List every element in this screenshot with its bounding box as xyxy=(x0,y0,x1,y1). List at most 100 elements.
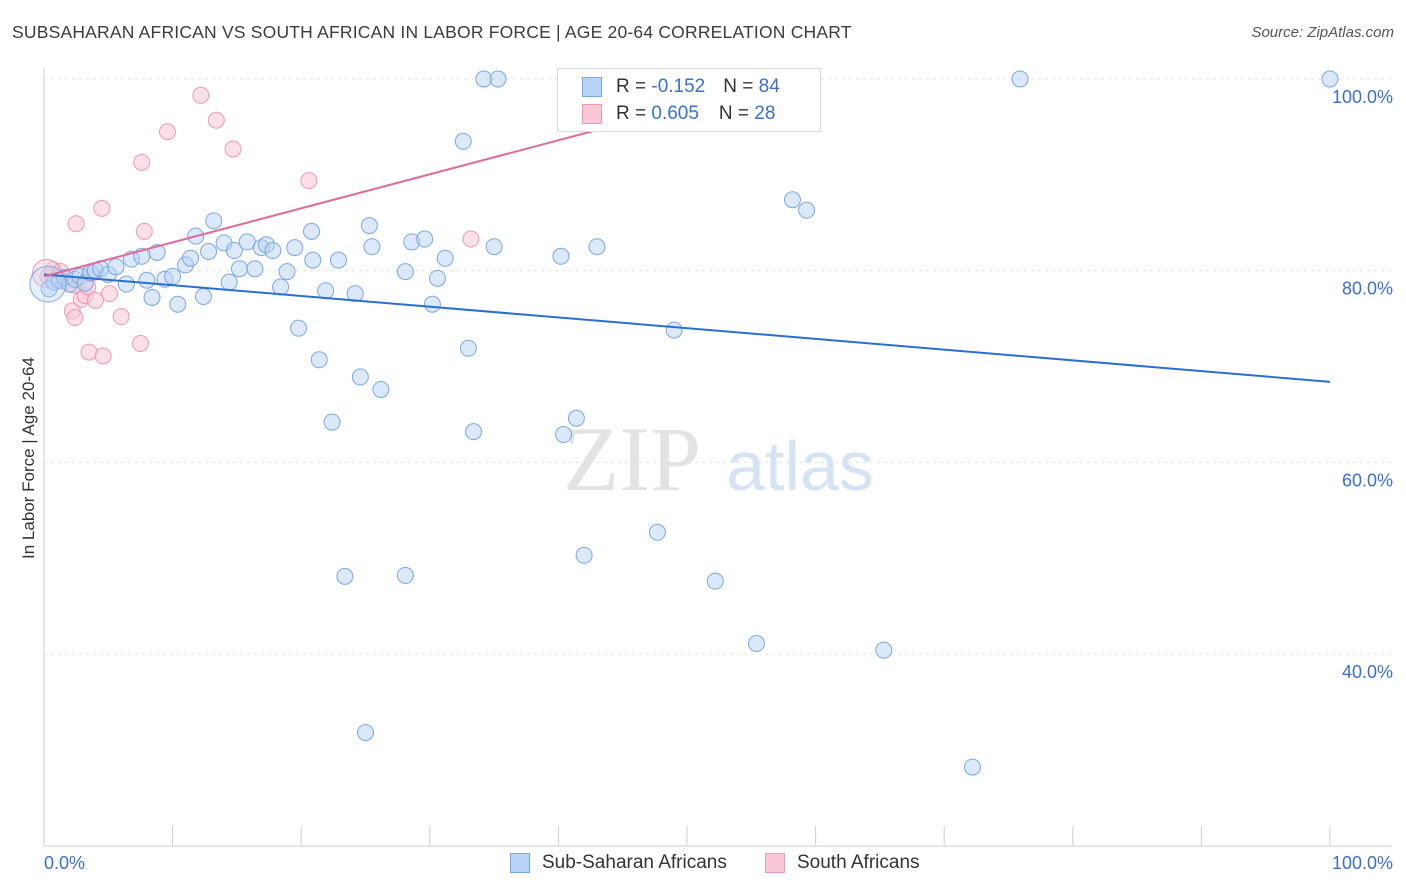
data-point-south-african xyxy=(93,199,111,217)
south-africans-points xyxy=(32,86,480,365)
data-point-sub-saharan xyxy=(182,249,200,267)
data-point-sub-saharan xyxy=(272,278,290,296)
series-swatch-pink xyxy=(765,853,785,873)
x-tick-label: 100.0% xyxy=(1332,853,1393,873)
data-point-sub-saharan xyxy=(416,230,434,248)
data-point-sub-saharan xyxy=(429,269,447,287)
data-point-sub-saharan xyxy=(454,132,472,150)
series-label: Sub-Saharan Africans xyxy=(542,852,727,873)
series-legend: Sub-Saharan Africans South Africans xyxy=(0,852,1406,876)
legend-n-label: N = xyxy=(718,103,755,124)
data-point-sub-saharan xyxy=(798,201,816,219)
data-point-south-african xyxy=(101,285,119,303)
data-point-south-african xyxy=(462,230,480,248)
series-legend-south-african[interactable]: South Africans xyxy=(765,852,920,874)
x-tick-label: 0.0% xyxy=(44,853,85,873)
stats-legend: R = -0.152 N = 84 R = 0.605 N = 28 xyxy=(557,68,821,132)
data-point-sub-saharan xyxy=(963,758,981,776)
data-point-sub-saharan xyxy=(220,273,238,291)
legend-row-south-african: R = 0.605 N = 28 xyxy=(582,101,775,127)
data-point-sub-saharan xyxy=(286,239,304,257)
data-point-south-african xyxy=(66,309,84,327)
data-point-sub-saharan xyxy=(1321,70,1339,88)
legend-row-sub-saharan: R = -0.152 N = 84 xyxy=(582,74,780,100)
legend-r-value: -0.152 xyxy=(651,76,706,97)
legend-n-value: 84 xyxy=(758,76,780,97)
data-point-sub-saharan xyxy=(747,634,765,652)
data-point-sub-saharan xyxy=(357,724,374,742)
data-point-sub-saharan xyxy=(475,70,493,88)
data-point-sub-saharan xyxy=(323,413,341,431)
data-point-sub-saharan xyxy=(194,288,212,306)
data-point-sub-saharan xyxy=(648,523,666,541)
y-axis-label: In Labor Force | Age 20-64 xyxy=(19,357,38,559)
data-point-sub-saharan xyxy=(205,212,223,230)
tick-labels: 40.0% 60.0% 80.0% 100.0% 0.0% 100.0% xyxy=(44,87,1393,873)
data-point-south-african xyxy=(131,335,149,352)
source-label: Source: ZipAtlas.com xyxy=(1251,24,1394,41)
data-point-sub-saharan xyxy=(310,351,328,369)
data-point-sub-saharan xyxy=(706,572,724,590)
watermark-atlas: atlas xyxy=(726,427,874,505)
data-point-sub-saharan xyxy=(351,368,369,386)
data-point-sub-saharan xyxy=(875,641,893,659)
data-point-south-african xyxy=(158,123,176,141)
data-point-south-african xyxy=(192,86,210,104)
data-point-sub-saharan xyxy=(238,233,256,251)
data-point-sub-saharan xyxy=(336,567,354,585)
data-point-south-african xyxy=(300,172,318,190)
data-point-sub-saharan xyxy=(552,247,570,265)
data-point-sub-saharan xyxy=(346,285,364,303)
legend-r-value: 0.605 xyxy=(651,103,699,124)
data-point-sub-saharan xyxy=(372,381,390,398)
data-point-sub-saharan xyxy=(278,263,296,281)
data-point-sub-saharan xyxy=(783,191,801,209)
data-point-sub-saharan xyxy=(363,238,381,256)
axes xyxy=(43,68,1392,847)
series-label: South Africans xyxy=(797,852,920,873)
y-tick-label: 40.0% xyxy=(1342,662,1393,682)
data-point-sub-saharan xyxy=(423,295,441,313)
series-swatch-blue xyxy=(510,853,530,873)
data-point-sub-saharan xyxy=(246,260,264,278)
data-point-sub-saharan xyxy=(230,260,248,278)
data-point-sub-saharan xyxy=(225,242,243,260)
grid-lines xyxy=(44,78,1392,655)
y-tick-label: 60.0% xyxy=(1342,470,1393,490)
y-tick-label: 100.0% xyxy=(1332,87,1393,107)
data-point-sub-saharan xyxy=(436,249,454,267)
data-point-south-african xyxy=(86,291,104,309)
data-point-south-african xyxy=(94,347,112,365)
data-point-sub-saharan xyxy=(138,271,156,289)
legend-n-value: 28 xyxy=(754,103,776,124)
data-point-sub-saharan xyxy=(317,282,335,300)
data-point-sub-saharan xyxy=(396,263,414,281)
data-point-sub-saharan xyxy=(200,243,218,260)
data-point-sub-saharan xyxy=(329,251,347,269)
legend-r-label: R = xyxy=(616,76,652,97)
watermark: ZIP atlas xyxy=(563,408,874,510)
legend-n-label: N = xyxy=(723,76,759,97)
data-point-sub-saharan xyxy=(169,295,187,313)
data-point-sub-saharan xyxy=(290,319,308,337)
data-point-sub-saharan xyxy=(304,251,322,269)
data-point-sub-saharan xyxy=(665,321,683,339)
data-point-south-african xyxy=(80,343,98,361)
data-point-sub-saharan xyxy=(485,238,503,256)
data-point-sub-saharan xyxy=(164,267,182,285)
data-point-south-african xyxy=(135,222,153,240)
legend-swatch-blue xyxy=(582,77,602,97)
data-point-sub-saharan xyxy=(575,546,593,564)
data-point-sub-saharan xyxy=(1011,70,1029,88)
data-point-south-african xyxy=(67,215,85,233)
data-point-sub-saharan xyxy=(264,242,282,260)
data-point-south-african xyxy=(224,140,242,158)
data-point-sub-saharan xyxy=(360,217,378,235)
series-legend-sub-saharan[interactable]: Sub-Saharan Africans xyxy=(510,852,727,874)
data-point-sub-saharan xyxy=(459,339,477,357)
data-point-sub-saharan xyxy=(396,566,414,584)
data-point-sub-saharan xyxy=(489,70,507,88)
data-point-sub-saharan xyxy=(143,289,161,306)
data-point-sub-saharan xyxy=(465,423,483,441)
